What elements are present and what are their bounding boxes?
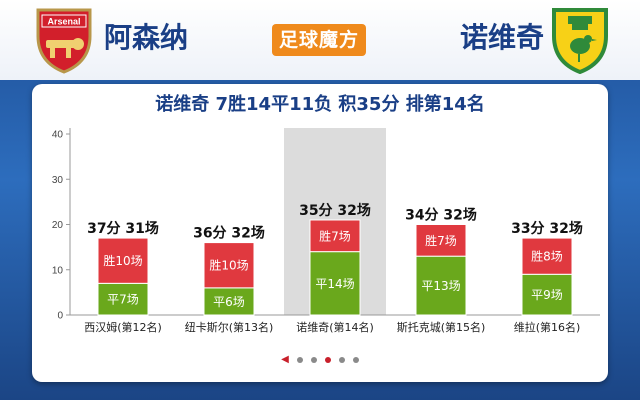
x-category-label: 纽卡斯尔(第13名) [185,320,274,334]
x-category-label: 诺维奇(第14名) [296,320,374,334]
win-data-label: 胜10场 [209,258,248,273]
match-header: Arsenal 阿森纳 足球魔方 诺维奇 [0,0,640,80]
draw-data-label: 平6场 [213,295,245,309]
norwich-badge-icon [548,6,612,74]
points-label: 37分 31场 [87,221,159,237]
y-tick-label: 10 [52,265,64,276]
arsenal-badge-icon: Arsenal [32,6,96,74]
y-tick-label: 30 [52,175,64,186]
standings-chart-panel: 0 10 20 30 40 平7场 胜10场 37分 31场 西汉姆(第12名) 平6场 胜10场 3… [32,84,608,382]
points-label: 33分 32场 [511,221,583,237]
pager-dot[interactable] [296,357,303,363]
win-data-label: 胜8场 [531,249,563,264]
pager-dot[interactable] [310,357,317,363]
brand-logo: 足球魔方 [272,24,366,56]
x-category-label: 西汉姆(第12名) [84,320,162,334]
win-data-label: 胜7场 [425,233,457,248]
slide-pager: ◀ [32,352,608,368]
y-tick-label: 0 [57,311,63,322]
bar-draw-segment [309,251,361,316]
draw-data-label: 平14场 [315,277,354,291]
bar-draw-segment [521,273,573,316]
points-label: 34分 32场 [405,208,477,224]
draw-data-label: 平7场 [107,293,139,307]
bar-draw-segment [415,255,467,316]
bar-draw-segment [203,287,255,316]
pager-dot[interactable] [352,357,359,363]
bar-win-segment [521,237,573,275]
away-team-name: 诺维奇 [459,21,544,54]
draw-data-label: 平9场 [531,288,563,302]
bar-win-segment [97,237,149,284]
bar-draw-segment [97,282,149,316]
bar-win-segment [203,242,255,289]
points-label: 36分 32场 [193,226,265,242]
pager-dot[interactable] [324,357,331,363]
y-tick-label: 40 [52,130,64,141]
arsenal-badge-text: Arsenal [47,17,80,27]
pager-prev-icon[interactable]: ◀ [281,354,289,365]
bar-win-segment [415,224,467,257]
draw-data-label: 平13场 [421,279,460,293]
win-data-label: 胜10场 [103,253,142,268]
points-label: 35分 32场 [299,203,371,219]
chart-title: 诺维奇 7胜14平11负 积35分 排第14名 [155,94,485,115]
bar-win-segment [309,219,361,253]
x-category-label: 维拉(第16名) [514,320,581,334]
x-category-label: 斯托克城(第15名) [397,320,486,334]
y-tick-label: 20 [52,220,64,231]
win-data-label: 胜7场 [319,228,351,243]
pager-dot[interactable] [338,357,345,363]
home-team-name: 阿森纳 [104,21,189,54]
